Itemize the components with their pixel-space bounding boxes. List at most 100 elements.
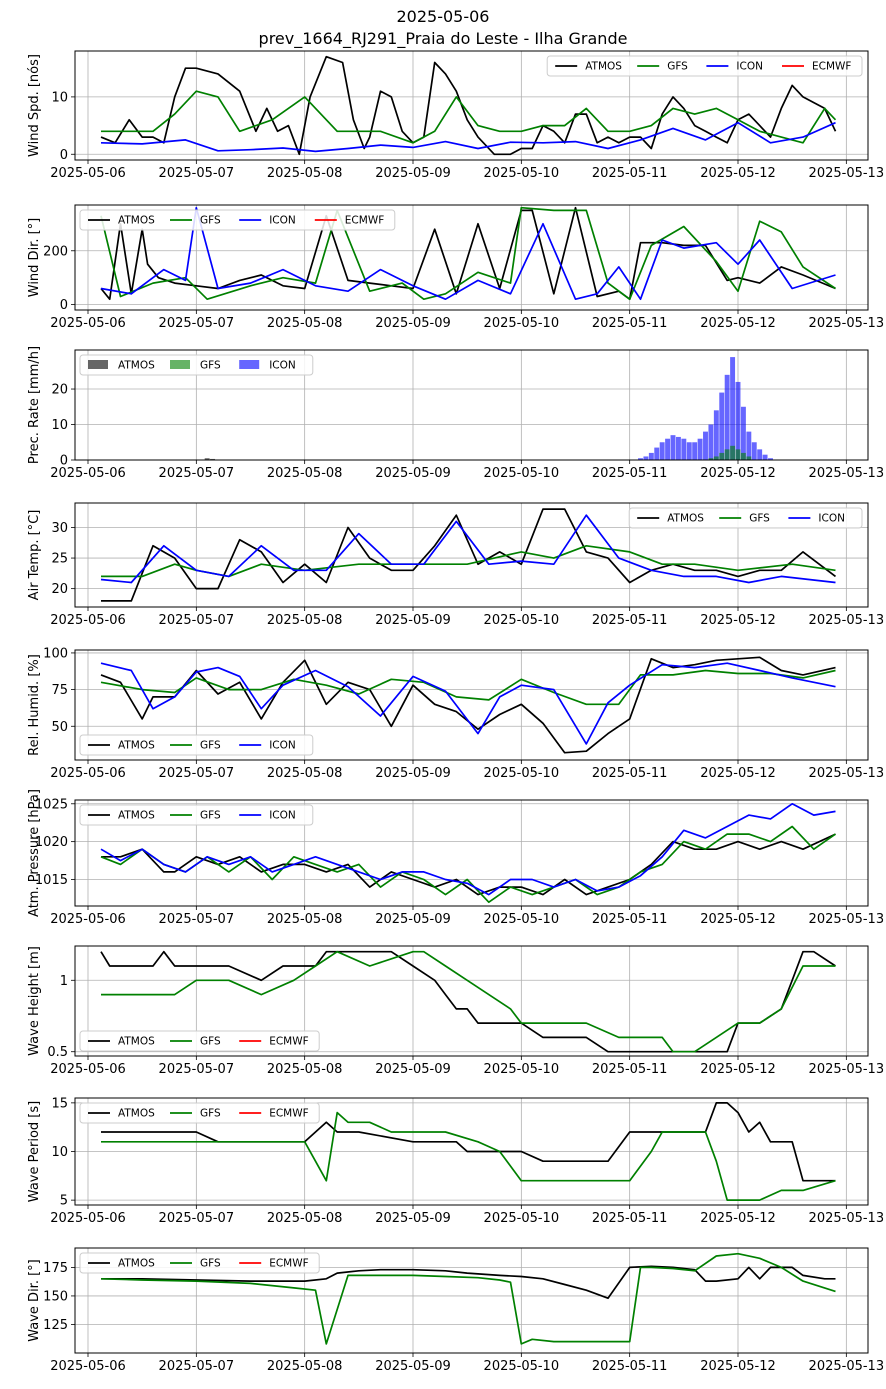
atm-pressure-legend-label-icon: ICON: [269, 810, 296, 822]
wave-height-xtick-label: 2025-05-06: [50, 1062, 126, 1077]
rel-humid-legend-label-atmos: ATMOS: [118, 740, 155, 752]
wave-dir-xtick-label: 2025-05-11: [592, 1359, 668, 1374]
wind-dir-legend-label-icon: ICON: [269, 215, 296, 227]
wave-dir-xtick-label: 2025-05-12: [700, 1359, 776, 1374]
wave-period-xtick-label: 2025-05-13: [809, 1211, 885, 1226]
prec-rate-bar-icon: [681, 438, 687, 460]
wind-speed-ytick-label: 10: [51, 90, 68, 105]
prec-rate-bar-icon: [659, 442, 665, 460]
rel-humid-xtick-label: 2025-05-12: [700, 766, 776, 781]
rel-humid-line-atmos: [100, 656, 836, 754]
prec-rate-bar-icon: [638, 458, 643, 460]
wave-dir-ylabel: Wave Dir. [°]: [27, 1259, 42, 1342]
wave-period-xtick-label: 2025-05-10: [484, 1211, 560, 1226]
wind-speed-xtick-label: 2025-05-12: [700, 166, 776, 181]
wind-speed-line-icon: [100, 121, 836, 153]
wave-height-xtick-label: 2025-05-07: [159, 1062, 235, 1077]
wind-dir-xtick-label: 2025-05-07: [159, 316, 235, 331]
rel-humid-ytick-label: 50: [51, 720, 68, 735]
wave-dir-xtick-label: 2025-05-09: [375, 1359, 451, 1374]
atm-pressure-xtick-label: 2025-05-12: [700, 912, 776, 927]
air-temp-line-icon: [100, 514, 836, 584]
wind-speed-legend-label-icon: ICON: [736, 61, 763, 73]
wave-period-xtick-label: 2025-05-08: [267, 1211, 343, 1226]
atm-pressure-ytick-label: 1015: [35, 873, 68, 888]
prec-rate-legend-swatch-atmos: [88, 360, 108, 369]
wind-speed-line-gfs: [101, 90, 837, 144]
wave-height-legend-label-ecmwf: ECMWF: [269, 1036, 308, 1048]
rel-humid-line-icon: [100, 662, 836, 745]
prec-rate-bar-icon: [740, 406, 746, 460]
wind-speed-xtick-label: 2025-05-08: [267, 166, 343, 181]
wave-period-legend-label-atmos: ATMOS: [118, 1108, 155, 1120]
prec-rate-bar-gfs: [724, 449, 730, 460]
wave-height-xtick-label: 2025-05-12: [700, 1062, 776, 1077]
prec-rate-bar-icon: [719, 392, 725, 460]
prec-rate-bar-icon: [724, 374, 730, 460]
prec-rate-xtick-label: 2025-05-13: [809, 466, 885, 481]
air-temp-xtick-label: 2025-05-10: [484, 613, 560, 628]
prec-rate-xtick-label: 2025-05-10: [484, 466, 560, 481]
rel-humid-line-gfs: [100, 669, 836, 706]
air-temp-legend-label-atmos: ATMOS: [667, 513, 704, 525]
prec-rate-bar-icon: [643, 456, 649, 460]
atm-pressure-frame: [74, 799, 869, 907]
prec-rate-legend-swatch-icon: [239, 360, 260, 369]
prec-rate-bar-atmos: [204, 458, 210, 460]
wave-period-ytick-label: 5: [60, 1194, 68, 1209]
prec-rate-bar-gfs: [735, 449, 741, 460]
air-temp-frame: [74, 502, 869, 608]
atm-pressure-legend-label-atmos: ATMOS: [118, 810, 155, 822]
prec-rate-bar-icon: [762, 454, 768, 460]
air-temp-xtick-label: 2025-05-07: [159, 613, 235, 628]
air-temp-xtick-label: 2025-05-12: [700, 613, 776, 628]
wave-period-xtick-label: 2025-05-06: [50, 1211, 126, 1226]
prec-rate-legend-label-atmos: ATMOS: [118, 360, 155, 372]
rel-humid-xtick-label: 2025-05-07: [159, 766, 235, 781]
wind-dir-line-icon: [100, 206, 836, 301]
prec-rate-legend-swatch-gfs: [170, 360, 190, 369]
wave-dir-ytick-label: 125: [43, 1318, 68, 1333]
rel-humid-ytick-label: 100: [43, 646, 68, 661]
wave-dir-legend: [79, 1252, 320, 1274]
air-temp-xtick-label: 2025-05-11: [592, 613, 668, 628]
rel-humid-xtick-label: 2025-05-09: [375, 766, 451, 781]
wave-period-xtick-label: 2025-05-11: [592, 1211, 668, 1226]
atm-pressure-ylabel: Atm. Pressure [hPa]: [27, 789, 42, 917]
air-temp-xtick-label: 2025-05-09: [375, 613, 451, 628]
rel-humid-ytick-label: 75: [51, 683, 68, 698]
air-temp-legend-label-gfs: GFS: [749, 513, 770, 525]
wind-speed-legend-label-ecmwf: ECMWF: [812, 61, 851, 73]
wind-dir-legend-label-atmos: ATMOS: [118, 215, 155, 227]
wind-speed-xtick-label: 2025-05-13: [809, 166, 885, 181]
wave-period-ylabel: Wave Period [s]: [27, 1101, 42, 1202]
wave-height-frame: [74, 945, 869, 1057]
air-temp-line-atmos: [101, 508, 837, 602]
wave-height-xtick-label: 2025-05-13: [809, 1062, 885, 1077]
wind-dir-frame: [74, 204, 869, 311]
atm-pressure-line-atmos: [101, 833, 836, 896]
wind-speed-xtick-label: 2025-05-07: [159, 166, 235, 181]
prec-rate-bar-gfs: [740, 452, 746, 460]
wave-dir-ytick-label: 175: [43, 1261, 68, 1276]
wave-height-ylabel: Wave Height [m]: [27, 946, 42, 1056]
wave-height-legend: [79, 1030, 320, 1052]
wind-dir-ytick-label: 200: [43, 244, 68, 259]
wave-height-ytick-label: 0.5: [47, 1045, 68, 1060]
wind-speed-xtick-label: 2025-05-06: [50, 166, 126, 181]
prec-rate-bar-icon: [665, 438, 671, 460]
air-temp-xtick-label: 2025-05-13: [809, 613, 885, 628]
wind-dir-xtick-label: 2025-05-09: [375, 316, 451, 331]
wind-dir-legend: [79, 209, 396, 231]
rel-humid-frame: [74, 649, 869, 761]
prec-rate-ytick-label: 0: [60, 454, 68, 469]
wind-speed-xtick-label: 2025-05-10: [484, 166, 560, 181]
rel-humid-xtick-label: 2025-05-11: [592, 766, 668, 781]
wave-height-xtick-label: 2025-05-10: [484, 1062, 560, 1077]
wave-dir-xtick-label: 2025-05-10: [484, 1359, 560, 1374]
wave-dir-xtick-label: 2025-05-13: [809, 1359, 885, 1374]
prec-rate-bar-gfs: [730, 445, 736, 460]
wind-speed-ylabel: Wind Spd. [nós]: [27, 54, 42, 157]
wind-dir-xtick-label: 2025-05-11: [592, 316, 668, 331]
wave-height-line-gfs: [101, 950, 836, 1053]
